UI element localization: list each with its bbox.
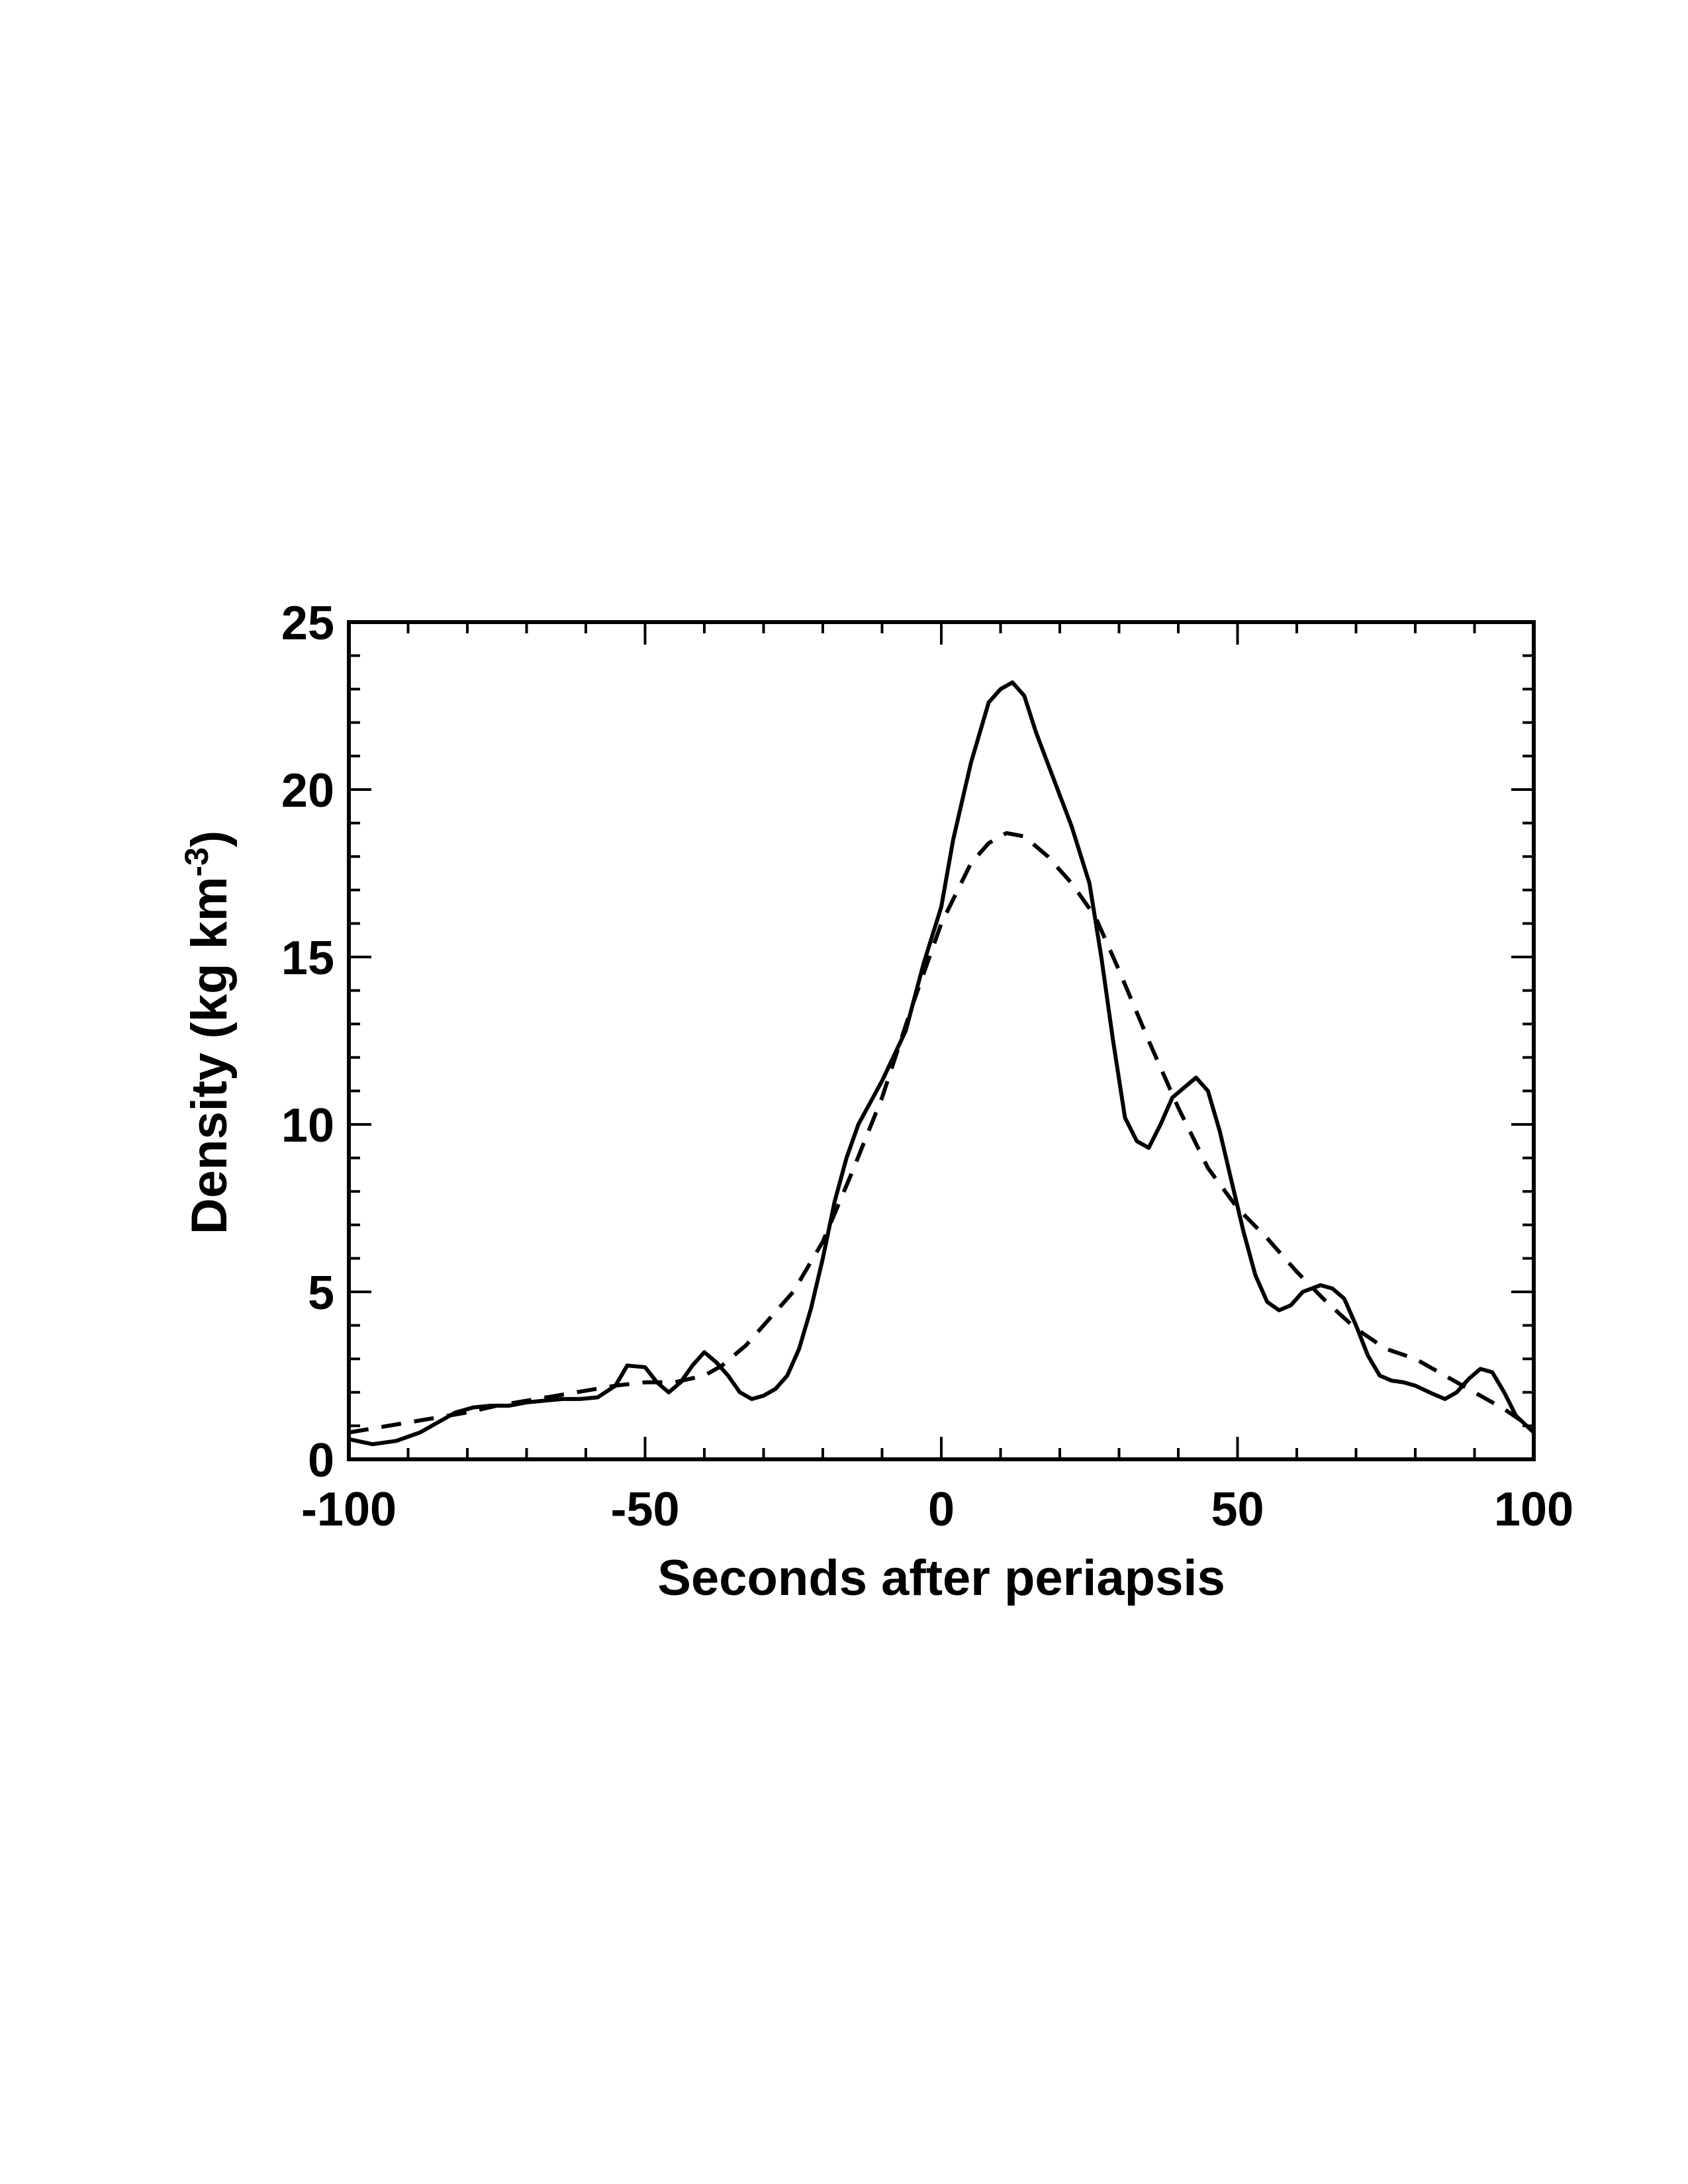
- chart-series: [348, 680, 1536, 1447]
- y-tick-label: 20: [281, 764, 334, 817]
- y-axis-title-close: ): [181, 831, 238, 847]
- y-axis-title: Density (kg km-3): [178, 831, 238, 1234]
- axis-ticks: [348, 621, 1535, 1461]
- x-tick-label: -100: [301, 1483, 397, 1536]
- y-tick-label: 5: [308, 1267, 334, 1320]
- x-axis-title: Seconds after periapsis: [657, 1550, 1225, 1606]
- plot-frame: [347, 620, 1536, 1461]
- x-tick-label: -50: [610, 1483, 679, 1536]
- x-tick-label: 100: [1494, 1483, 1573, 1536]
- y-tick-label: 15: [281, 932, 334, 985]
- x-tick-label: 50: [1211, 1483, 1264, 1536]
- tick-labels: -100 -50 0 50 100 0 5 10 15 20 25: [281, 597, 1573, 1536]
- model-fit-dashed-line: [348, 831, 1535, 1435]
- measured-density-line: [348, 680, 1536, 1447]
- y-tick-label: 0: [308, 1434, 334, 1487]
- x-tick-label: 0: [928, 1483, 955, 1536]
- y-tick-label: 25: [281, 597, 334, 650]
- y-tick-label: 10: [281, 1099, 334, 1152]
- y-axis-title-main: Density (kg km: [181, 877, 238, 1235]
- y-axis-title-superscript: -3: [178, 847, 215, 876]
